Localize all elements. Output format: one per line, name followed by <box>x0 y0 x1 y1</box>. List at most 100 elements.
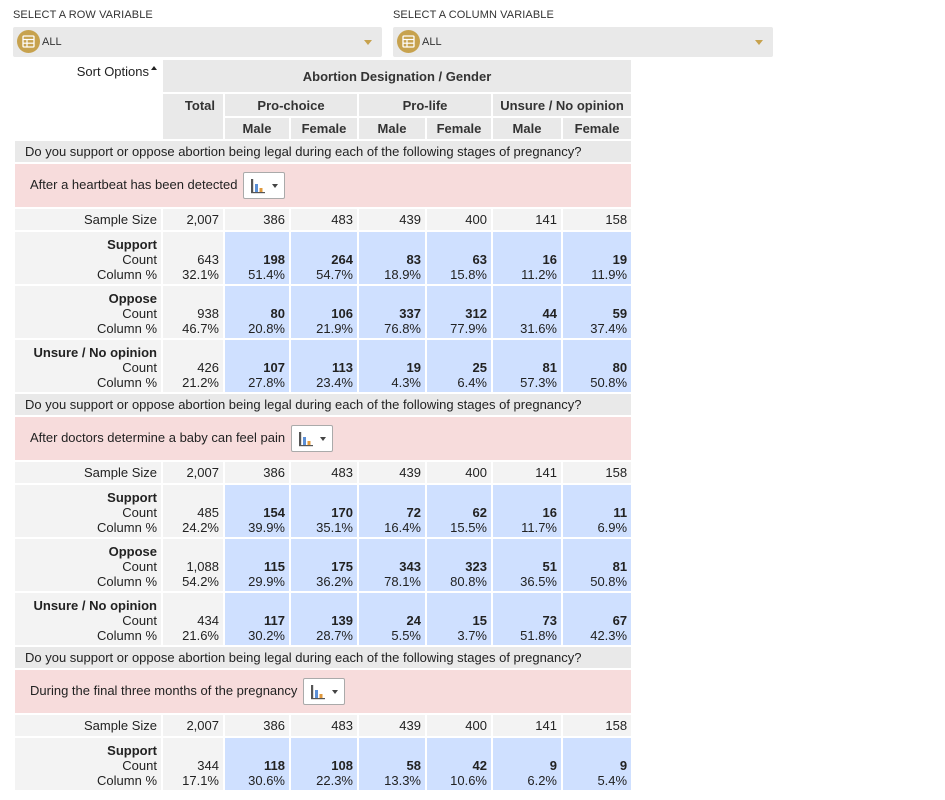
data-cell: 643 32.1% <box>163 232 223 284</box>
stage-label: After doctors determine a baby can feel … <box>30 429 286 445</box>
data-cell: 73 51.8% <box>493 593 561 645</box>
column-percent-value: 35.1% <box>316 520 353 535</box>
data-cell: 108 22.3% <box>291 738 357 790</box>
count-label: Count <box>122 758 157 773</box>
column-percent-label: Column % <box>97 628 157 643</box>
column-percent-value: 6.4% <box>457 375 487 390</box>
data-cell: 337 76.8% <box>359 286 425 338</box>
caret-up-icon <box>151 66 157 70</box>
data-cell: 117 30.2% <box>225 593 289 645</box>
column-percent-value: 50.8% <box>590 375 628 390</box>
count-value: 170 <box>331 505 353 520</box>
count-value: 19 <box>612 252 628 267</box>
column-percent-value: 50.8% <box>590 574 628 589</box>
sort-options-label: Sort Options <box>76 64 149 79</box>
count-value: 485 <box>197 505 219 520</box>
column-percent-value: 77.9% <box>450 321 487 336</box>
data-cell: 51 36.5% <box>493 539 561 591</box>
sample-size-value: 141 <box>493 462 561 483</box>
row-label-cell: Oppose Count Column % <box>15 539 161 591</box>
gender-header: Male <box>359 118 425 139</box>
count-value: 643 <box>197 252 219 267</box>
sample-size-label: Sample Size <box>15 715 161 736</box>
column-percent-value: 13.3% <box>384 773 421 788</box>
data-cell: 485 24.2% <box>163 485 223 537</box>
column-percent-label: Column % <box>97 321 157 336</box>
sort-options-button[interactable]: Sort Options <box>15 60 161 139</box>
count-value: 1,088 <box>186 559 219 574</box>
column-percent-value: 21.9% <box>316 321 353 336</box>
data-cell: 1,088 54.2% <box>163 539 223 591</box>
column-percent-value: 51.8% <box>520 628 557 643</box>
sample-size-value: 483 <box>291 715 357 736</box>
table-icon <box>17 30 40 53</box>
data-cell: 139 28.7% <box>291 593 357 645</box>
data-cell: 9 5.4% <box>563 738 632 790</box>
chart-button[interactable] <box>243 172 286 199</box>
question-text: Do you support or oppose abortion being … <box>15 394 632 415</box>
column-percent-value: 5.4% <box>597 773 628 788</box>
count-value: 117 <box>264 613 285 628</box>
data-cell: 83 18.9% <box>359 232 425 284</box>
sample-size-value: 439 <box>359 715 425 736</box>
count-value: 343 <box>399 559 421 574</box>
count-label: Count <box>122 252 157 267</box>
column-percent-value: 10.6% <box>450 773 487 788</box>
count-value: 344 <box>197 758 219 773</box>
row-label-cell: Oppose Count Column % <box>15 286 161 338</box>
sample-size-value: 2,007 <box>163 715 223 736</box>
column-percent-value: 80.8% <box>450 574 487 589</box>
column-percent-value: 23.4% <box>316 375 353 390</box>
sample-size-label: Sample Size <box>15 209 161 230</box>
count-value: 323 <box>465 559 487 574</box>
count-value: 426 <box>197 360 219 375</box>
data-cell: 426 21.2% <box>163 340 223 392</box>
count-value: 106 <box>331 306 353 321</box>
column-percent-value: 76.8% <box>384 321 421 336</box>
column-percent-label: Column % <box>97 520 157 535</box>
column-variable-dropdown[interactable]: ALL <box>393 27 773 57</box>
data-cell: 16 11.2% <box>493 232 561 284</box>
sample-size-value: 386 <box>225 209 289 230</box>
data-cell: 344 17.1% <box>163 738 223 790</box>
column-percent-value: 21.6% <box>182 628 219 643</box>
count-value: 44 <box>542 306 557 321</box>
response-label: Support <box>107 743 157 758</box>
response-label: Support <box>107 237 157 252</box>
data-cell: 24 5.5% <box>359 593 425 645</box>
column-percent-value: 3.7% <box>457 628 487 643</box>
data-cell: 44 31.6% <box>493 286 561 338</box>
gender-header: Female <box>291 118 357 139</box>
crosstab-container: Sort Options Abortion Designation / Gend… <box>15 58 632 792</box>
column-variable-label: SELECT A COLUMN VARIABLE <box>393 9 554 21</box>
sample-size-value: 158 <box>563 462 632 483</box>
data-cell: 175 36.2% <box>291 539 357 591</box>
data-cell: 170 35.1% <box>291 485 357 537</box>
row-variable-selector: SELECT A ROW VARIABLE ALL <box>13 8 382 57</box>
data-cell: 19 11.9% <box>563 232 632 284</box>
gender-header: Male <box>493 118 561 139</box>
column-percent-value: 21.2% <box>182 375 219 390</box>
sample-size-value: 386 <box>225 715 289 736</box>
column-percent-value: 16.4% <box>384 520 421 535</box>
data-cell: 343 78.1% <box>359 539 425 591</box>
column-percent-value: 24.2% <box>182 520 219 535</box>
column-percent-value: 30.6% <box>248 773 285 788</box>
row-variable-dropdown[interactable]: ALL <box>13 27 382 57</box>
chart-button[interactable] <box>291 425 334 452</box>
table-icon <box>397 30 420 53</box>
count-value: 63 <box>472 252 487 267</box>
row-variable-value: ALL <box>42 36 62 48</box>
count-value: 175 <box>331 559 353 574</box>
data-cell: 67 42.3% <box>563 593 632 645</box>
data-cell: 59 37.4% <box>563 286 632 338</box>
count-value: 58 <box>406 758 421 773</box>
chevron-down-icon <box>364 40 372 45</box>
count-value: 19 <box>406 360 421 375</box>
sample-size-value: 158 <box>563 715 632 736</box>
data-cell: 115 29.9% <box>225 539 289 591</box>
sample-size-label: Sample Size <box>15 462 161 483</box>
column-percent-value: 15.8% <box>450 267 487 282</box>
data-cell: 81 50.8% <box>563 539 632 591</box>
chart-button[interactable] <box>303 678 346 705</box>
